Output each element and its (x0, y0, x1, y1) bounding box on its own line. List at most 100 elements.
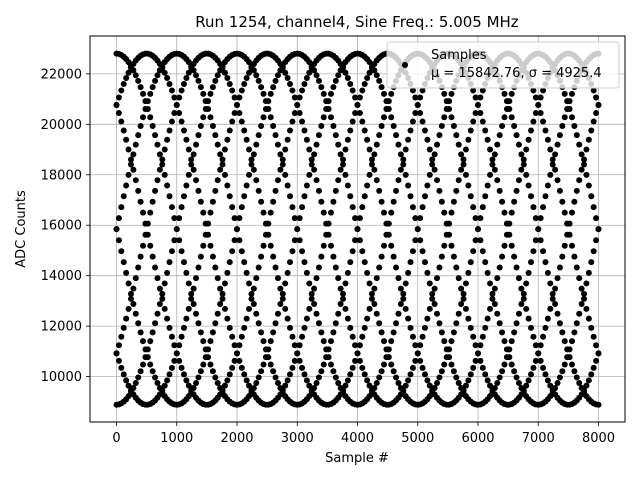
data-point (544, 136, 551, 143)
data-point (166, 193, 173, 200)
data-point (180, 259, 187, 266)
data-point (344, 377, 351, 384)
data-point (212, 374, 219, 381)
x-tick-label: 1000 (160, 431, 193, 446)
data-point (149, 198, 156, 205)
data-point (588, 324, 595, 331)
data-point (253, 141, 260, 148)
data-point (378, 122, 385, 129)
data-point (303, 377, 310, 384)
x-tick-label: 7000 (522, 431, 555, 446)
data-point (277, 285, 284, 292)
data-point (477, 342, 484, 349)
x-tick-label: 0 (112, 431, 120, 446)
data-point (405, 315, 412, 322)
data-point (352, 215, 359, 222)
data-point (395, 310, 402, 317)
data-point (212, 132, 219, 139)
data-point (113, 226, 120, 233)
data-point (159, 156, 166, 163)
data-point (320, 338, 327, 345)
data-point (185, 382, 192, 389)
data-point (258, 253, 265, 260)
data-point (226, 371, 233, 378)
data-point (436, 320, 443, 327)
data-point (506, 105, 513, 112)
data-point (455, 380, 462, 387)
data-point (318, 198, 325, 205)
data-point (176, 357, 183, 364)
data-point (327, 90, 334, 97)
data-point (547, 146, 554, 153)
data-point (154, 141, 161, 148)
data-point (137, 253, 144, 260)
data-point (559, 368, 566, 375)
data-point (154, 177, 161, 184)
data-point (482, 371, 489, 378)
data-point (576, 275, 583, 282)
data-point (262, 354, 269, 361)
data-point (291, 357, 298, 364)
data-point (347, 127, 354, 134)
data-point (393, 374, 400, 381)
data-point (450, 329, 457, 336)
data-point (193, 141, 200, 148)
data-point (446, 346, 453, 353)
data-point (120, 259, 127, 266)
data-point (193, 177, 200, 184)
data-point (450, 198, 457, 205)
data-point (241, 324, 248, 331)
data-point (356, 357, 363, 364)
data-point (595, 102, 602, 109)
data-point (255, 77, 262, 84)
data-point (593, 215, 600, 222)
data-point (542, 127, 549, 134)
data-point (371, 285, 378, 292)
data-point (568, 209, 575, 216)
data-point (376, 320, 383, 327)
data-point (200, 209, 207, 216)
data-point (448, 361, 455, 368)
data-point (308, 161, 315, 168)
data-point (453, 187, 460, 194)
data-point (578, 285, 585, 292)
legend-marker (402, 62, 408, 68)
data-point (458, 285, 465, 292)
data-point (255, 374, 262, 381)
data-point (518, 166, 525, 173)
data-point (530, 333, 537, 340)
data-point (274, 380, 281, 387)
data-point (234, 102, 240, 109)
data-point (352, 342, 359, 349)
data-point (361, 259, 368, 266)
data-point (438, 198, 445, 205)
data-point (494, 141, 501, 148)
data-point (315, 132, 322, 139)
data-point (320, 90, 327, 97)
data-point (487, 382, 494, 389)
data-point (359, 364, 366, 371)
data-point (149, 368, 156, 375)
data-point (549, 290, 556, 297)
data-point (236, 215, 243, 222)
data-point (311, 67, 318, 74)
data-point (583, 280, 590, 287)
data-point (462, 305, 469, 312)
data-point (501, 209, 508, 216)
data-point (542, 371, 549, 378)
data-point (217, 285, 224, 292)
data-point (156, 166, 163, 173)
data-point (578, 151, 585, 158)
data-point (241, 80, 248, 87)
data-point (306, 146, 313, 153)
data-point (214, 177, 221, 184)
data-point (315, 320, 322, 327)
data-point (559, 122, 566, 129)
data-point (467, 259, 474, 266)
data-point (532, 342, 539, 349)
data-point (477, 357, 484, 364)
data-point (221, 382, 228, 389)
data-point (330, 122, 337, 129)
data-point (250, 151, 257, 158)
data-point (185, 305, 192, 312)
